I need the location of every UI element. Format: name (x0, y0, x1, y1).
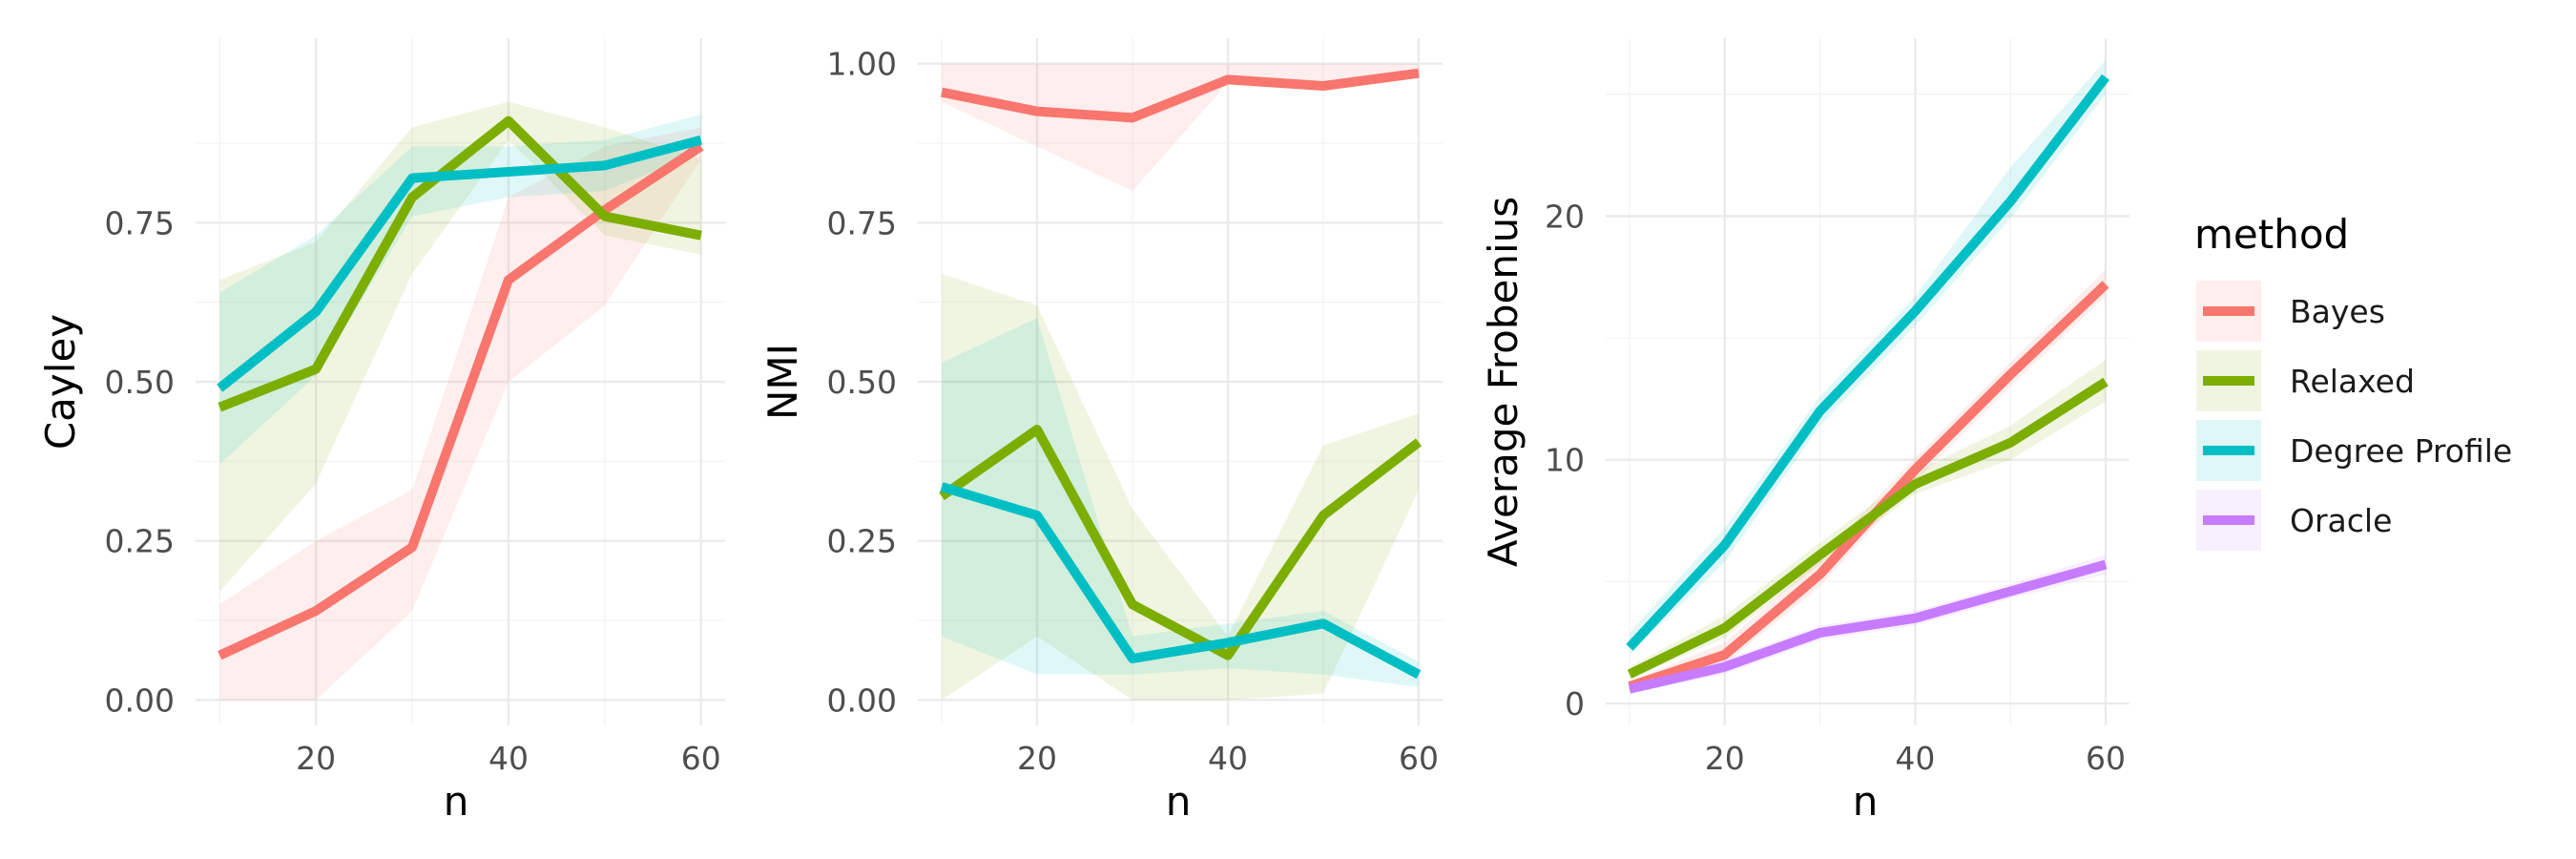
panel-average-frobenius-line-degree-profile (1626, 73, 2110, 651)
panel-nmi-ribbon-degree-profile (942, 318, 1419, 687)
panel-cayley-y-tick-label: 0.50 (105, 364, 175, 401)
panel-cayley-y-axis-title: Cayley (37, 314, 84, 450)
panel-nmi-ribbon-bayes (942, 63, 1419, 192)
panel-cayley-y-tick-label: 0.00 (105, 681, 175, 719)
panel-average-frobenius-grid (1606, 38, 2129, 725)
panel-nmi-y-tick-label: 0.50 (827, 364, 897, 401)
panel-average-frobenius-x-tick-label: 60 (2086, 740, 2126, 777)
legend-label: Degree Profile (2290, 432, 2512, 470)
legend-item-oracle: Oracle (2196, 490, 2392, 551)
panel-nmi-line-degree-profile (940, 482, 1422, 680)
panel-average-frobenius-x-tick-label: 20 (1705, 740, 1745, 777)
panel-average-frobenius-y-tick-labels: 0 10 20 (1545, 198, 1585, 723)
panel-nmi-line-relaxed (939, 425, 1423, 660)
panel-nmi-ribbon-relaxed (942, 273, 1419, 701)
panel-nmi-y-tick-label: 1.00 (827, 46, 897, 83)
panel-average-frobenius-line-relaxed (1627, 377, 2109, 679)
legend-label: Oracle (2290, 502, 2392, 539)
legend-items: Bayes Relaxed Degree Profile Oracle (2196, 281, 2512, 551)
panel-nmi-y-tick-label: 0.75 (827, 204, 897, 241)
panel-average-frobenius-y-tick-label: 20 (1545, 198, 1585, 235)
panel-cayley-y-tick-labels: 0.00 0.25 0.50 0.75 (105, 204, 175, 719)
panel-nmi-y-tick-labels: 0.00 0.25 0.50 0.75 1.00 (827, 46, 897, 720)
panel-cayley-lines (217, 115, 704, 660)
panel-nmi-y-tick-label: 0.25 (827, 523, 897, 560)
panel-average-frobenius-x-axis-title: n (1853, 778, 1879, 825)
legend-label: Relaxed (2290, 363, 2415, 400)
panel-average-frobenius: 20 40 60 0 10 20 n Average Frobenius (1480, 38, 2129, 825)
panel-cayley-x-tick-label: 20 (296, 740, 336, 777)
panel-nmi-x-tick-label: 20 (1017, 740, 1057, 777)
legend-item-relaxed: Relaxed (2196, 350, 2415, 411)
panel-average-frobenius-y-tick-label: 0 (1565, 685, 1585, 723)
panel-cayley-line-bayes (218, 142, 704, 660)
panel-cayley-line-relaxed (218, 115, 702, 412)
legend-label: Bayes (2290, 293, 2385, 330)
panel-nmi-lines (939, 68, 1423, 680)
panel-nmi-y-tick-label: 0.00 (827, 681, 897, 719)
panel-cayley-x-axis-title: n (444, 778, 469, 825)
panel-cayley-x-tick-label: 60 (681, 740, 721, 777)
panel-cayley: 20 40 60 0.00 0.25 0.50 0.75 n Cayley (37, 38, 725, 825)
panel-nmi: 20 40 60 0.00 0.25 0.50 0.75 1.00 n NMI (759, 38, 1443, 825)
panel-average-frobenius-x-tick-label: 40 (1895, 740, 1935, 777)
panel-cayley-line-degree-profile (217, 135, 703, 392)
panel-nmi-ribbons (942, 63, 1419, 701)
panel-nmi-line-bayes (941, 68, 1420, 123)
legend: method Bayes Relaxed Degree Profile Oracle (2194, 211, 2512, 551)
panel-average-frobenius-lines (1626, 73, 2110, 694)
panel-average-frobenius-ribbons (1629, 59, 2107, 694)
panel-cayley-x-tick-label: 40 (488, 740, 529, 777)
legend-item-degree-profile: Degree Profile (2196, 420, 2512, 481)
panel-nmi-grid (918, 38, 1443, 725)
legend-item-bayes: Bayes (2196, 281, 2385, 342)
panel-average-frobenius-line-oracle (1628, 559, 2108, 694)
panel-average-frobenius-y-tick-label: 10 (1545, 442, 1585, 479)
panel-average-frobenius-y-axis-title: Average Frobenius (1480, 197, 1527, 567)
panel-nmi-x-axis-title: n (1166, 778, 1192, 825)
panel-cayley-ribbon-relaxed (219, 101, 701, 592)
legend-title: method (2194, 211, 2349, 258)
panel-nmi-x-tick-label: 40 (1208, 740, 1248, 777)
panel-cayley-y-tick-label: 0.25 (105, 523, 175, 560)
panel-nmi-y-axis-title: NMI (759, 344, 806, 420)
panel-cayley-y-tick-label: 0.75 (105, 204, 175, 241)
panel-nmi-x-tick-labels: 20 40 60 (1017, 740, 1439, 777)
panel-cayley-x-tick-labels: 20 40 60 (296, 740, 721, 777)
panel-nmi-x-tick-label: 60 (1399, 740, 1439, 777)
panel-average-frobenius-x-tick-labels: 20 40 60 (1705, 740, 2126, 777)
